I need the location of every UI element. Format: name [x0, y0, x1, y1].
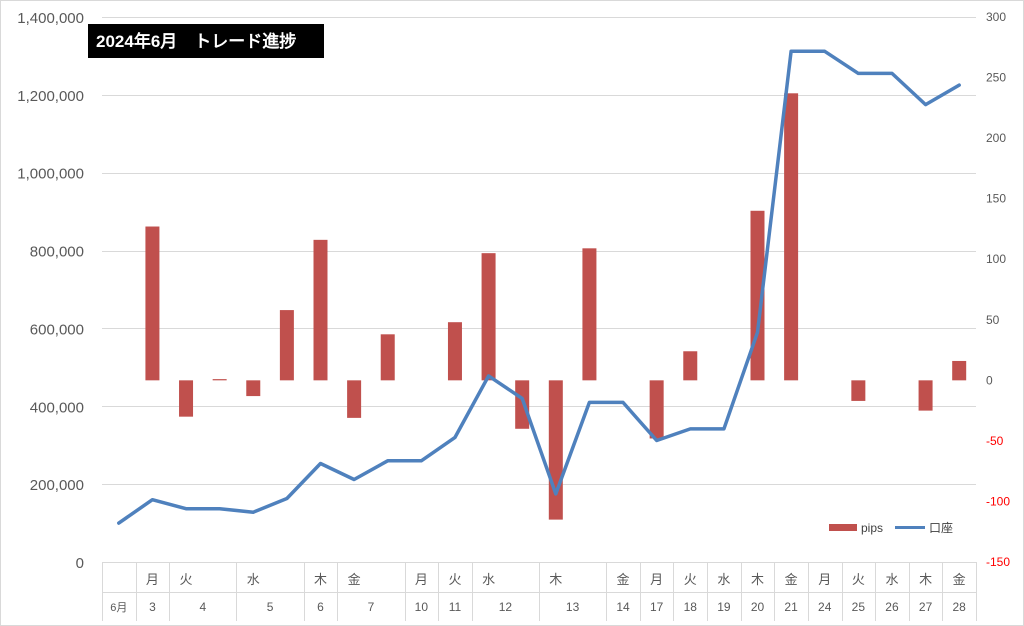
pips-bar	[582, 248, 597, 381]
x-axis-weekday-label: 金	[617, 572, 630, 587]
x-axis-date-label: 7	[368, 600, 375, 614]
pips-bar	[246, 380, 261, 397]
x-axis-date-label: 6	[317, 600, 324, 614]
pips-bar	[179, 380, 194, 417]
x-axis-month-label: 6月	[110, 602, 127, 614]
x-axis-weekday-label: 水	[885, 572, 898, 587]
pips-bar	[515, 380, 530, 429]
x-axis: 月 火 水 木 金 月 火 水 木 金 月 火 水 木 金 月 火 水 木 金 6月 3 4 5 6 7 10 11 12 13 14 17 1…	[102, 562, 977, 621]
x-axis-weekday-label: 水	[717, 572, 730, 587]
pips-bar	[279, 310, 294, 381]
x-axis-date-label: 4	[200, 600, 207, 614]
x-axis-date-label: 10	[415, 600, 429, 614]
pips-bar	[447, 322, 462, 381]
right-axis-tick-label: 150	[986, 192, 1006, 206]
x-axis-date-label: 25	[852, 600, 866, 614]
account-line-path	[117, 49, 961, 525]
pips-bar	[212, 379, 227, 381]
left-axis-tick-label: 600,000	[30, 321, 84, 338]
x-axis-date-label: 27	[919, 600, 933, 614]
x-axis-date-label: 3	[149, 600, 156, 614]
pips-bar	[347, 380, 362, 418]
right-axis-tick-label: -50	[986, 434, 1004, 448]
x-axis-date-label: 12	[499, 600, 513, 614]
account-line	[117, 49, 961, 525]
x-axis-weekday-label: 金	[785, 572, 798, 587]
right-axis-tick-label: 300	[986, 10, 1006, 24]
x-axis-date-label: 20	[751, 600, 765, 614]
x-axis-weekday-label: 金	[953, 572, 966, 587]
chart-title-box: 2024年6月 トレード進捗	[88, 24, 324, 58]
x-axis-date-label: 26	[885, 600, 899, 614]
x-axis-weekday-label: 火	[852, 572, 865, 587]
pips-bar	[649, 380, 664, 439]
x-axis-weekday-label: 火	[684, 572, 697, 587]
pips-bar	[784, 93, 799, 381]
right-axis-tick-label: 200	[986, 131, 1006, 145]
pips-bar	[145, 226, 160, 381]
pips-bar	[952, 360, 967, 381]
pips-bar	[313, 239, 328, 381]
x-axis-date-label: 14	[616, 600, 630, 614]
x-axis-weekday-label: 月	[650, 572, 663, 587]
x-axis-date-label: 24	[818, 600, 832, 614]
x-axis-weekday-label: 水	[482, 572, 495, 587]
x-axis-weekday-label: 月	[415, 572, 428, 587]
pips-bar	[548, 380, 563, 520]
x-axis-date-label: 21	[784, 600, 798, 614]
left-axis-tick-label: 0	[76, 555, 84, 572]
left-axis-tick-label: 1,400,000	[17, 10, 84, 27]
pips-bar	[380, 334, 395, 381]
left-axis-tick-label: 400,000	[30, 399, 84, 416]
x-axis-weekday-label: 火	[448, 572, 461, 587]
x-axis-weekday-label: 金	[348, 572, 361, 587]
left-axis-tick-label: 1,200,000	[17, 88, 84, 105]
x-axis-weekday-label: 木	[549, 572, 562, 587]
x-axis-weekday-label: 木	[919, 572, 932, 587]
x-axis-date-label: 5	[267, 600, 274, 614]
x-axis-date-label: 19	[717, 600, 731, 614]
legend: pips 口座	[829, 520, 953, 535]
x-axis-date-label: 11	[449, 600, 462, 614]
right-axis-tick-label: 0	[986, 373, 993, 387]
x-axis-weekday-label: 水	[247, 572, 260, 587]
right-axis-tick-label: 100	[986, 252, 1006, 266]
right-axis-tick-label: -150	[986, 555, 1010, 569]
x-axis-date-label: 18	[684, 600, 698, 614]
pips-bar	[683, 351, 698, 381]
right-axis-tick-label: 250	[986, 71, 1006, 85]
left-axis-tick-label: 800,000	[30, 244, 84, 261]
chart-title-background	[88, 24, 324, 58]
x-axis-date-label: 28	[953, 600, 967, 614]
x-axis-weekday-label: 木	[751, 572, 764, 587]
x-axis-date-label: 17	[650, 600, 664, 614]
x-axis-weekday-label: 木	[314, 572, 327, 587]
x-axis-weekday-label: 火	[180, 572, 193, 587]
right-axis-tick-label: -100	[986, 494, 1010, 508]
left-axis-tick-label: 1,000,000	[17, 166, 84, 183]
x-axis-weekday-label: 月	[818, 572, 831, 587]
legend-pips-label: pips	[861, 521, 883, 535]
left-axis-tick-label: 200,000	[30, 477, 84, 494]
pips-bar	[851, 380, 866, 401]
right-axis: -150 -100 -50 0 50 100 150 200 250 300	[986, 10, 1010, 569]
x-axis-date-label: 13	[566, 600, 580, 614]
left-axis: 0 200,000 400,000 600,000 800,000 1,000,000 1,…	[17, 10, 84, 572]
right-axis-tick-label: 50	[986, 313, 1000, 327]
legend-account-label: 口座	[929, 520, 953, 535]
pips-bar	[481, 253, 496, 381]
chart-title: 2024年6月 トレード進捗	[96, 31, 296, 51]
legend-pips-swatch	[829, 524, 857, 531]
pips-bar	[918, 380, 933, 411]
x-axis-weekday-label: 月	[146, 572, 159, 587]
